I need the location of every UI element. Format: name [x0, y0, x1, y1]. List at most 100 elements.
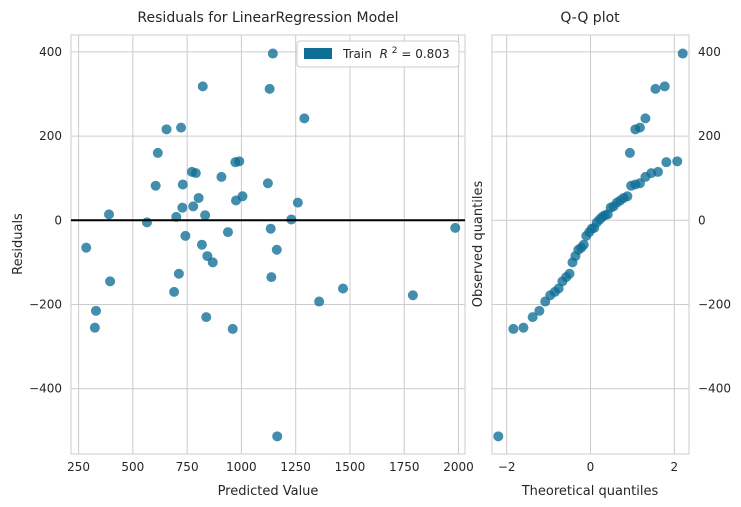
data-point [578, 239, 589, 250]
data-point [640, 113, 651, 124]
data-point [150, 180, 161, 191]
data-point [176, 122, 187, 133]
data-point [271, 244, 282, 255]
x-tick-label: 2 [671, 460, 679, 474]
data-point [200, 210, 211, 221]
data-point [197, 81, 208, 92]
data-point [661, 157, 672, 168]
legend: Train R 2 = 0.803 [296, 40, 460, 68]
legend-series-name: Train [342, 47, 372, 61]
qq-y-ticks: −400 −200 0 200 400 [698, 45, 731, 396]
data-point [193, 192, 204, 203]
data-point [267, 48, 278, 59]
data-point [564, 268, 575, 279]
qq-y-axis-label: Observed quantiles [471, 181, 486, 308]
residuals-plot-area [70, 34, 466, 455]
data-point [237, 191, 248, 202]
data-point [262, 178, 273, 189]
y-tick-label: −200 [29, 298, 62, 312]
residuals-x-axis-label: Predicted Value [218, 484, 319, 499]
data-point [407, 290, 418, 301]
data-point [81, 242, 92, 253]
data-point [222, 227, 233, 238]
x-tick-label: 1250 [280, 460, 311, 474]
qq-points [493, 48, 688, 442]
data-point [90, 305, 101, 316]
x-tick-label: 500 [121, 460, 144, 474]
residuals-points [81, 48, 461, 442]
data-point [493, 431, 504, 442]
x-tick-label: 0 [587, 460, 595, 474]
data-point [216, 171, 227, 182]
data-point [177, 202, 188, 213]
data-point [272, 431, 283, 442]
data-point [190, 168, 201, 179]
data-point [177, 179, 188, 190]
data-point [292, 197, 303, 208]
data-point [266, 272, 277, 283]
residuals-x-ticks: 250 500 750 1000 1250 1500 1750 2000 [67, 460, 474, 474]
legend-box [296, 40, 460, 68]
x-tick-label: 1750 [389, 460, 420, 474]
data-point [508, 323, 519, 334]
x-tick-label: −2 [498, 460, 516, 474]
data-point [103, 209, 114, 220]
data-point [314, 296, 325, 307]
x-tick-label: 1500 [335, 460, 366, 474]
data-point [622, 191, 633, 202]
data-point [534, 305, 545, 316]
data-point [188, 201, 199, 212]
qq-panel: −2 0 2 −400 −200 0 200 400 Q-Q plot Theoretica… [471, 10, 731, 499]
x-tick-label: 250 [67, 460, 90, 474]
data-point [201, 312, 212, 323]
y-tick-label: 0 [698, 213, 706, 227]
data-point [161, 124, 172, 135]
residuals-title: Residuals for LinearRegression Model [137, 10, 398, 26]
y-tick-label: −200 [698, 298, 731, 312]
data-point [227, 323, 238, 334]
y-tick-label: 400 [698, 45, 721, 59]
residuals-panel: 250 500 750 1000 1250 1500 1750 2000 −400 −200 0 2… [11, 10, 474, 499]
data-point [450, 222, 461, 233]
data-point [338, 283, 349, 294]
data-point [634, 122, 645, 133]
data-point [659, 81, 670, 92]
residuals-y-ticks: −400 −200 0 200 400 [29, 45, 62, 396]
x-tick-label: 750 [176, 460, 199, 474]
data-point [152, 147, 163, 158]
data-point [527, 312, 538, 323]
legend-r2-value: 0.803 [415, 47, 449, 61]
data-point [169, 286, 180, 297]
y-tick-label: −400 [29, 382, 62, 396]
data-point [196, 239, 207, 250]
qq-x-ticks: −2 0 2 [498, 460, 678, 474]
residuals-y-axis-label: Residuals [11, 213, 26, 275]
data-point [264, 83, 275, 94]
data-point [105, 276, 116, 287]
qq-title: Q-Q plot [560, 10, 620, 26]
data-point [672, 156, 683, 167]
x-tick-label: 1000 [226, 460, 257, 474]
y-tick-label: 400 [39, 45, 62, 59]
data-point [624, 147, 635, 158]
y-tick-label: 200 [39, 129, 62, 143]
data-point [518, 322, 529, 333]
data-point [265, 223, 276, 234]
data-point [89, 322, 100, 333]
x-tick-label: 2000 [443, 460, 474, 474]
y-tick-label: 200 [698, 129, 721, 143]
y-tick-label: 0 [54, 213, 62, 227]
data-point [650, 83, 661, 94]
data-point [234, 156, 245, 167]
data-point [652, 166, 663, 177]
data-point [180, 230, 191, 241]
data-point [677, 48, 688, 59]
y-tick-label: −400 [698, 382, 731, 396]
data-point [207, 257, 218, 268]
legend-swatch [304, 48, 332, 59]
legend-label: Train R 2 = 0.803 [342, 46, 450, 61]
qq-grid [492, 35, 689, 454]
data-point [173, 268, 184, 279]
qq-x-axis-label: Theoretical quantiles [521, 484, 659, 499]
